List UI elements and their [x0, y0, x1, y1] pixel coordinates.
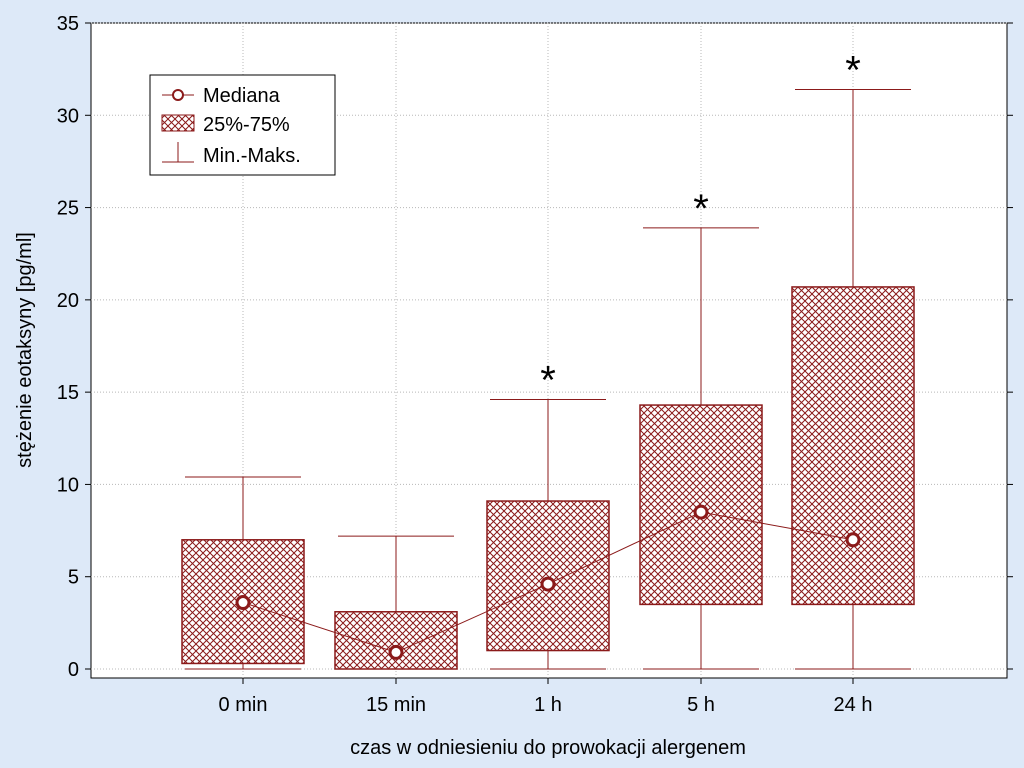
iqr-box [791, 286, 915, 606]
y-tick-label: 25 [57, 198, 79, 220]
x-tick-label: 0 min [219, 694, 268, 716]
box-group [791, 88, 915, 670]
x-axis-title: czas w odniesieniu do prowokacji alergen… [350, 737, 746, 759]
y-axis-title: stężenie eotaksyny [pg/ml] [14, 232, 36, 468]
y-tick-label: 30 [57, 105, 79, 127]
significance-star: * [540, 359, 556, 403]
legend-median-label: Mediana [203, 85, 281, 107]
median-point [540, 576, 556, 592]
y-tick-label: 20 [57, 290, 79, 312]
y-tick-label: 35 [57, 13, 79, 35]
iqr-box [486, 500, 610, 652]
y-tick-label: 15 [57, 382, 79, 404]
box-series [181, 88, 915, 670]
significance-star: * [693, 187, 709, 231]
y-axis-ticks: 0 5 10 15 20 25 30 35 [57, 13, 1013, 681]
legend-box-symbol [161, 114, 195, 132]
legend-whisker-symbol [162, 142, 194, 163]
significance-markers: * * * [540, 48, 861, 402]
significance-star: * [845, 48, 861, 92]
x-tick-label: 5 h [687, 694, 715, 716]
x-tick-label: 1 h [534, 694, 562, 716]
x-axis-ticks: 0 min 15 min 1 h 5 h 24 h [219, 678, 873, 716]
legend: Mediana 25%-75% Min.-Maks. [149, 74, 336, 176]
legend-box-label: 25%-75% [203, 114, 290, 136]
median-point [845, 532, 861, 548]
median-points [235, 504, 861, 660]
median-point [235, 595, 251, 611]
median-point [693, 504, 709, 520]
iqr-box [334, 611, 458, 670]
y-tick-label: 10 [57, 474, 79, 496]
y-tick-label: 0 [68, 659, 79, 681]
x-tick-label: 24 h [834, 694, 873, 716]
legend-whisker-label: Min.-Maks. [203, 145, 301, 167]
box-group [486, 399, 610, 670]
x-tick-label: 15 min [366, 694, 426, 716]
y-tick-label: 5 [68, 567, 79, 589]
median-point [388, 644, 404, 660]
legend-median-symbol [162, 89, 194, 101]
